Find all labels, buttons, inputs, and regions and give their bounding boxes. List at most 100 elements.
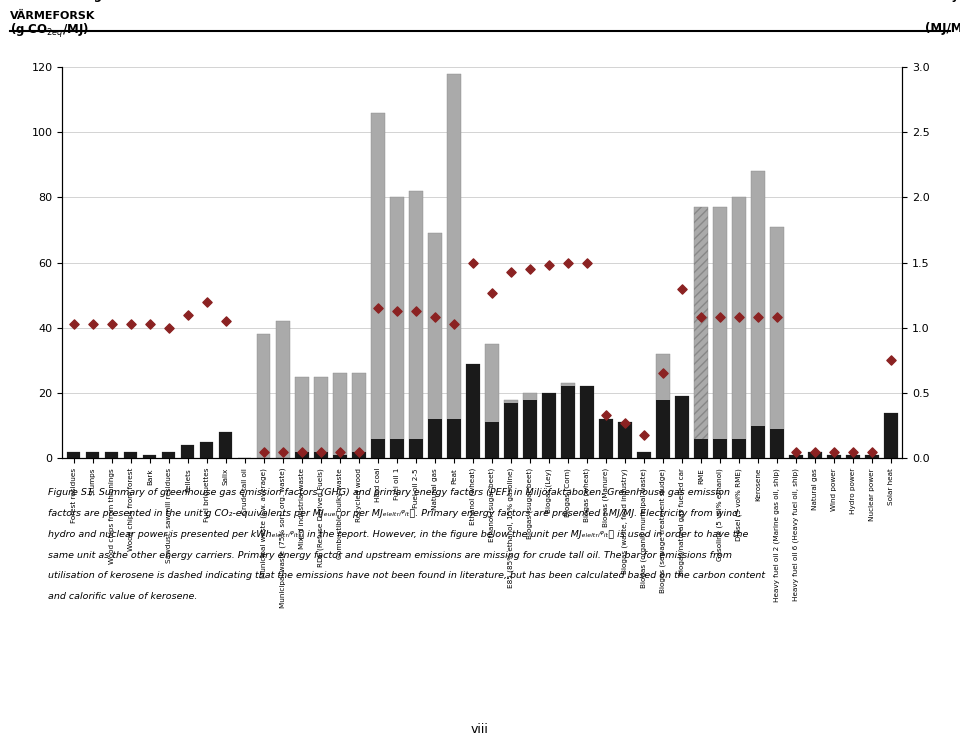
Bar: [276, 321, 290, 458]
Point: [827, 446, 842, 457]
Bar: [219, 432, 232, 458]
Text: Figure S1. Summary of greenhouse gas emission factors (GHG) and primary energy f: Figure S1. Summary of greenhouse gas emi…: [48, 488, 730, 497]
Point: [846, 446, 861, 457]
Bar: [865, 455, 878, 458]
Bar: [409, 191, 422, 458]
Point: [883, 355, 899, 367]
Point: [732, 311, 747, 323]
Bar: [562, 383, 575, 458]
Bar: [201, 442, 213, 458]
Bar: [675, 396, 688, 458]
Bar: [847, 455, 859, 458]
Bar: [828, 455, 841, 458]
Text: VÄRMEFORSK: VÄRMEFORSK: [10, 11, 95, 22]
Bar: [828, 455, 841, 458]
Bar: [467, 364, 480, 458]
Point: [427, 311, 443, 323]
Point: [656, 367, 671, 379]
Bar: [352, 451, 366, 458]
Bar: [504, 403, 517, 458]
Bar: [467, 364, 480, 458]
Bar: [713, 207, 727, 458]
Bar: [485, 344, 498, 458]
Point: [674, 283, 689, 295]
Bar: [637, 451, 651, 458]
Bar: [865, 455, 878, 458]
Point: [864, 446, 879, 457]
Point: [313, 446, 328, 457]
Bar: [124, 451, 137, 458]
Point: [408, 305, 423, 317]
Bar: [201, 442, 213, 458]
Bar: [314, 377, 327, 458]
Bar: [409, 439, 422, 458]
Bar: [657, 354, 669, 458]
Bar: [428, 419, 442, 458]
Bar: [542, 393, 556, 458]
Bar: [447, 74, 461, 458]
Point: [294, 446, 309, 457]
Point: [142, 318, 157, 330]
Point: [751, 311, 766, 323]
Bar: [752, 425, 764, 458]
Point: [503, 266, 518, 278]
Bar: [808, 451, 822, 458]
Bar: [162, 451, 176, 458]
Bar: [789, 455, 803, 458]
Text: hydro and nuclear power is presented per kWhₑₗₑₗₜᵣᵢ⁣ᵠᵢₜ⁥ in the report. However,: hydro and nuclear power is presented per…: [48, 530, 749, 539]
Bar: [390, 439, 403, 458]
Point: [256, 446, 272, 457]
Point: [66, 318, 82, 330]
Point: [712, 311, 728, 323]
Bar: [296, 451, 308, 458]
Point: [466, 257, 481, 269]
Bar: [732, 439, 746, 458]
Bar: [143, 455, 156, 458]
Point: [788, 446, 804, 457]
Point: [522, 263, 538, 275]
Point: [85, 318, 101, 330]
Bar: [713, 439, 727, 458]
Bar: [637, 451, 651, 458]
Bar: [296, 377, 308, 458]
Bar: [257, 335, 271, 458]
Bar: [732, 197, 746, 458]
Bar: [694, 439, 708, 458]
Text: viii: viii: [471, 723, 489, 736]
Bar: [162, 451, 176, 458]
Bar: [599, 419, 612, 458]
Bar: [86, 451, 100, 458]
Bar: [847, 455, 859, 458]
Point: [579, 257, 594, 269]
Bar: [372, 112, 385, 458]
Bar: [523, 393, 537, 458]
Text: Greenhouse gas emissions: Greenhouse gas emissions: [11, 0, 187, 1]
Point: [276, 446, 291, 457]
Bar: [884, 413, 898, 458]
Bar: [333, 373, 347, 458]
Bar: [770, 226, 783, 458]
Bar: [657, 399, 669, 458]
Bar: [808, 451, 822, 458]
Bar: [428, 233, 442, 458]
Bar: [67, 451, 81, 458]
Bar: [181, 446, 195, 458]
Bar: [106, 451, 118, 458]
Bar: [618, 422, 632, 458]
Bar: [580, 387, 593, 458]
Bar: [562, 387, 575, 458]
Text: Primary energy factor: Primary energy factor: [906, 0, 960, 1]
Bar: [86, 451, 100, 458]
Bar: [143, 455, 156, 458]
Text: factors are presented in the unit g CO₂-equivalents per MJₑᵤₑₗ or per MJₑₗₑₗₜᵣᵢ⁣: factors are presented in the unit g CO₂-…: [48, 509, 741, 518]
Bar: [314, 451, 327, 458]
Bar: [752, 171, 764, 458]
Point: [693, 311, 708, 323]
Text: (g CO$_{2eq}$/MJ): (g CO$_{2eq}$/MJ): [11, 22, 89, 40]
Text: (MJ/MJ): (MJ/MJ): [925, 22, 960, 35]
Bar: [580, 387, 593, 458]
Bar: [884, 413, 898, 458]
Bar: [770, 429, 783, 458]
Bar: [219, 432, 232, 458]
Bar: [618, 422, 632, 458]
